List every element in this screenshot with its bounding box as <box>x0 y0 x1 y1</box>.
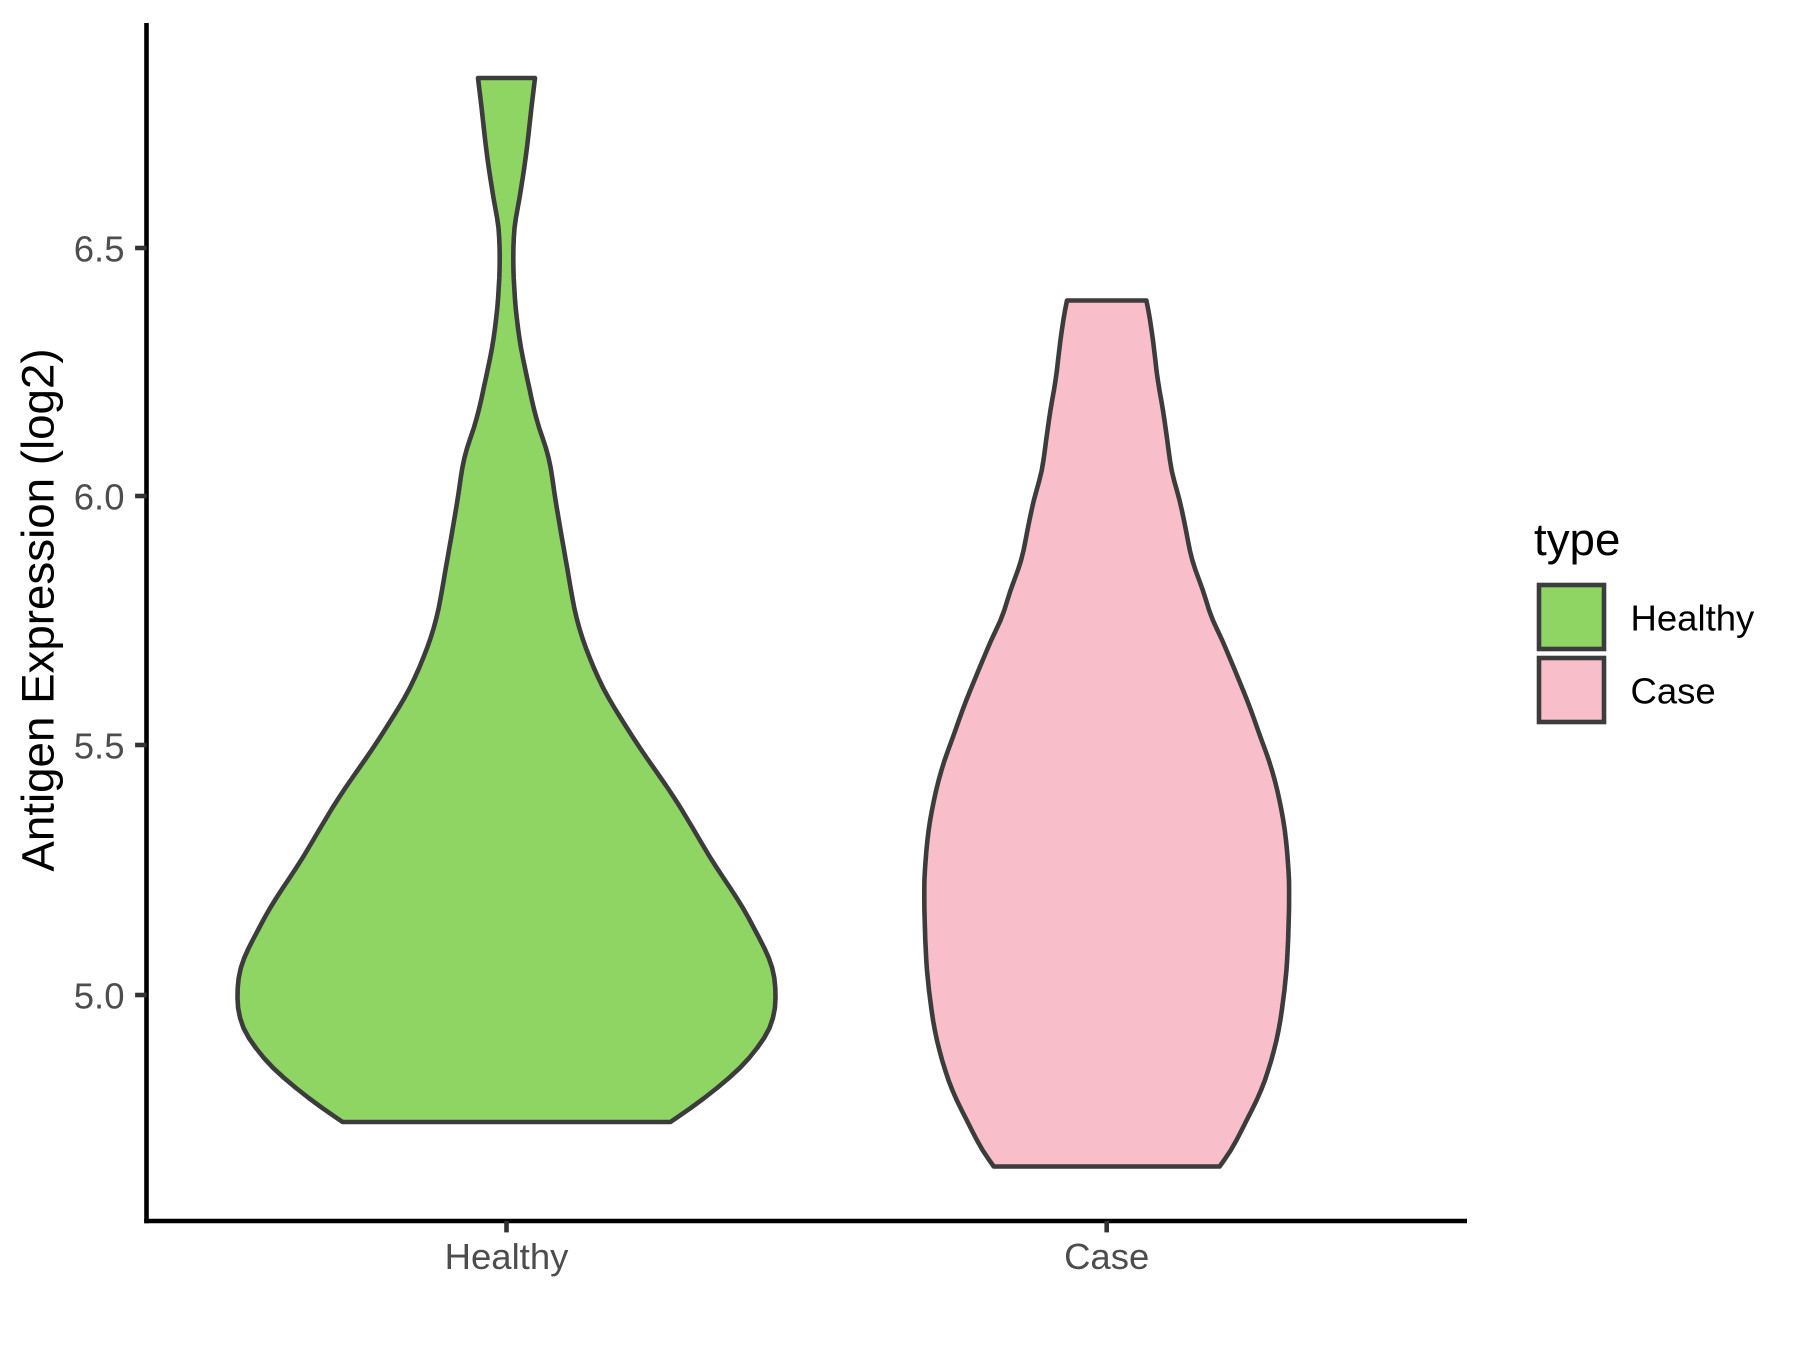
svg-text:6.5: 6.5 <box>74 228 125 269</box>
svg-text:Case: Case <box>1064 1236 1149 1277</box>
svg-text:Healthy: Healthy <box>1631 598 1756 639</box>
svg-text:6.0: 6.0 <box>74 476 125 517</box>
svg-text:5.5: 5.5 <box>74 725 125 766</box>
svg-text:5.0: 5.0 <box>74 975 125 1016</box>
svg-text:Healthy: Healthy <box>445 1236 570 1277</box>
svg-text:type: type <box>1534 514 1620 565</box>
svg-text:Case: Case <box>1631 670 1716 711</box>
svg-text:Antigen Expression (log2): Antigen Expression (log2) <box>13 348 64 871</box>
